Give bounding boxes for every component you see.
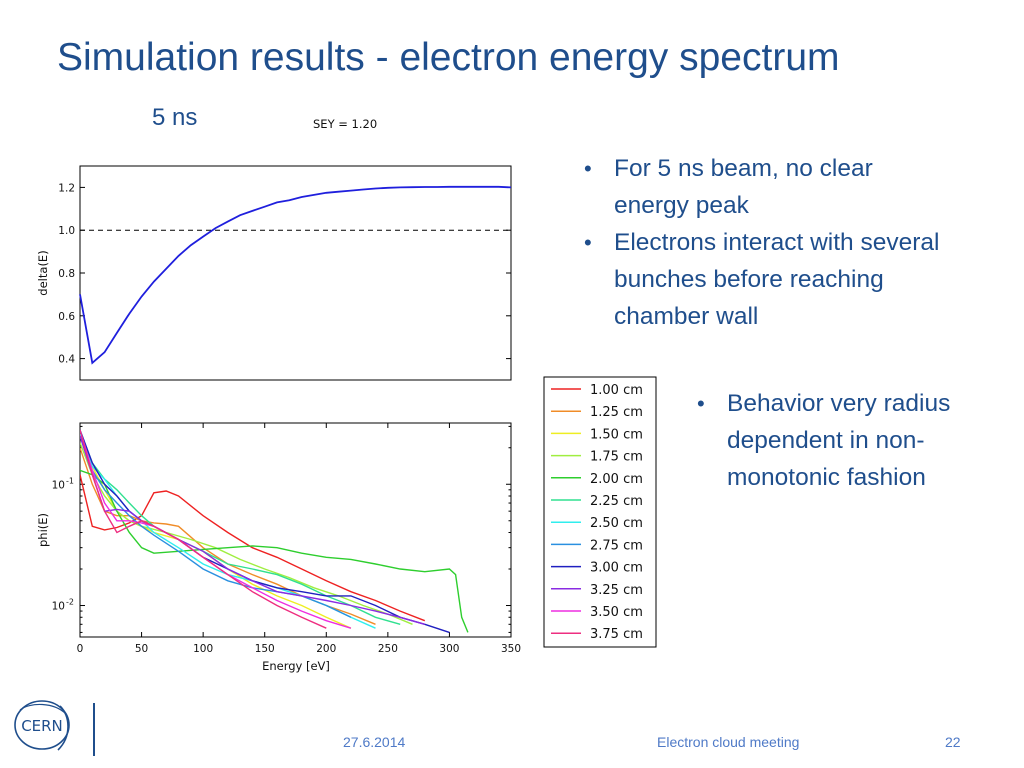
y-tick-label: 1.0 xyxy=(58,225,75,237)
delta-plot-frame xyxy=(79,165,512,381)
phi-plot-frame xyxy=(79,422,512,638)
y-tick-label: 10 xyxy=(52,601,65,613)
y-tick-label: 10 xyxy=(52,479,65,491)
bullet-item: Electrons interact with several bunches … xyxy=(580,224,940,335)
bullet-list-top: For 5 ns beam, no clear energy peak Elec… xyxy=(580,150,940,335)
x-tick-label: 350 xyxy=(501,643,521,655)
y-tick-label: 0.4 xyxy=(58,354,75,366)
legend-label: 3.75 cm xyxy=(590,627,643,642)
phi-series-line xyxy=(80,474,426,622)
legend-label: 3.50 cm xyxy=(590,605,643,620)
y-tick-label: 1.2 xyxy=(58,182,75,194)
delta-chart: SEY = 1.20 0.4 0.6 0.8 1.0 1.2 delta(E) xyxy=(36,117,512,381)
x-tick-label: 100 xyxy=(193,643,213,655)
legend-label: 2.00 cm xyxy=(590,472,643,487)
phi-series-line xyxy=(80,469,469,633)
y-tick-exponent: -2 xyxy=(66,598,74,607)
footer-date: 27.6.2014 xyxy=(343,734,406,750)
x-tick-label: 0 xyxy=(77,643,84,655)
slide-subtitle: 5 ns xyxy=(152,104,198,131)
phi-series-line xyxy=(80,442,413,625)
legend-label: 1.00 cm xyxy=(590,383,643,398)
cern-logo-text: CERN xyxy=(21,717,63,735)
phi-xlabel: Energy [eV] xyxy=(262,659,330,673)
y-tick-label: 0.6 xyxy=(58,311,75,323)
delta-series-line xyxy=(79,185,512,365)
legend-label: 2.50 cm xyxy=(590,516,643,531)
legend-label: 2.25 cm xyxy=(590,494,643,509)
x-tick-label: 300 xyxy=(439,643,459,655)
legend-label: 1.50 cm xyxy=(590,427,643,442)
x-tick-label: 50 xyxy=(135,643,148,655)
phi-series-line xyxy=(80,429,327,629)
delta-ylabel: delta(E) xyxy=(36,250,50,295)
footer-meeting: Electron cloud meeting xyxy=(657,734,800,750)
x-tick-label: 200 xyxy=(316,643,336,655)
cern-logo: CERN xyxy=(14,700,70,751)
bullet-item: Behavior very radius dependent in non-mo… xyxy=(693,385,993,496)
page-number: 22 xyxy=(945,734,961,750)
y-tick-label: 0.8 xyxy=(58,268,75,280)
y-tick-exponent: -1 xyxy=(66,476,74,485)
phi-series-line xyxy=(80,435,425,625)
legend-label: 1.75 cm xyxy=(590,450,643,465)
legend-label: 2.75 cm xyxy=(590,538,643,553)
legend-label: 3.00 cm xyxy=(590,561,643,576)
legend-label: 3.25 cm xyxy=(590,583,643,598)
logo-divider xyxy=(93,703,95,756)
chart-legend: 1.00 cm 1.25 cm 1.50 cm 1.75 cm 2.00 cm 2.25 … xyxy=(543,376,657,648)
legend-frame xyxy=(543,376,657,648)
x-tick-label: 250 xyxy=(378,643,398,655)
delta-chart-title: SEY = 1.20 xyxy=(313,117,377,131)
slide-title: Simulation results - electron energy spe… xyxy=(57,36,840,79)
x-tick-label: 150 xyxy=(255,643,275,655)
legend-label: 1.25 cm xyxy=(590,405,643,420)
bullet-item: For 5 ns beam, no clear energy peak xyxy=(580,150,940,224)
bullet-list-bottom: Behavior very radius dependent in non-mo… xyxy=(693,385,993,496)
phi-ylabel: phi(E) xyxy=(36,513,50,547)
